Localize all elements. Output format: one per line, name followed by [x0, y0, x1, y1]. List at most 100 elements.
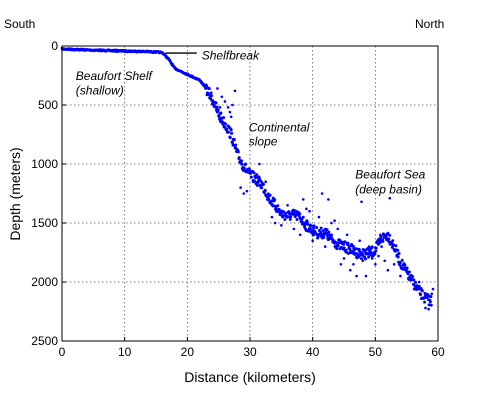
data-point	[363, 257, 367, 261]
data-point	[327, 230, 331, 234]
data-point	[370, 245, 374, 249]
data-point	[245, 189, 249, 193]
grid-layer	[62, 46, 438, 341]
data-point	[252, 171, 256, 175]
data-point	[295, 218, 299, 222]
data-point	[384, 234, 388, 238]
data-point	[220, 95, 224, 99]
data-point	[429, 295, 433, 299]
data-point	[322, 235, 326, 239]
data-point	[381, 239, 385, 243]
data-point	[319, 226, 323, 230]
data-point	[355, 274, 358, 278]
data-point	[255, 183, 259, 187]
data-point	[367, 245, 371, 248]
data-point	[240, 162, 244, 166]
data-point	[417, 284, 421, 288]
annotation-label: Shelfbreak	[202, 48, 260, 62]
data-point	[288, 217, 292, 221]
data-point	[333, 219, 336, 222]
data-point	[360, 200, 363, 204]
data-point	[398, 260, 402, 264]
data-point	[273, 221, 277, 225]
data-point	[431, 287, 435, 291]
data-point	[370, 257, 374, 260]
data-point	[228, 110, 232, 114]
data-point	[346, 241, 350, 245]
data-point	[204, 87, 208, 90]
data-point	[258, 162, 261, 166]
data-point	[214, 101, 218, 105]
data-point	[260, 186, 264, 190]
data-point	[420, 289, 424, 293]
y-tick-label: 2000	[31, 275, 58, 289]
data-point	[232, 138, 236, 142]
data-point	[211, 100, 215, 104]
data-point	[289, 215, 293, 219]
data-point	[388, 196, 392, 200]
data-point	[225, 127, 229, 131]
data-point	[216, 87, 219, 90]
x-tick-label: 20	[181, 345, 195, 359]
data-point	[429, 303, 433, 307]
data-point	[255, 173, 259, 177]
data-point	[315, 226, 319, 230]
y-axis-label: Depth (meters)	[7, 147, 23, 240]
data-point	[237, 156, 241, 160]
data-point	[276, 204, 280, 208]
data-point	[242, 192, 246, 195]
x-tick-label: 30	[243, 345, 257, 359]
data-point	[286, 204, 289, 207]
data-point	[325, 231, 329, 235]
data-point	[234, 143, 238, 147]
data-point	[229, 128, 233, 132]
x-tick-label: 10	[118, 345, 132, 359]
data-point	[229, 115, 233, 119]
data-point	[223, 122, 227, 126]
data-point	[306, 222, 310, 226]
data-point	[230, 131, 234, 135]
x-axis-label: Distance (kilometers)	[184, 369, 315, 385]
data-point	[330, 221, 333, 225]
data-point	[410, 274, 414, 278]
data-point	[394, 244, 398, 248]
x-tick-label: 50	[369, 345, 383, 359]
data-layer	[60, 46, 435, 311]
y-tick-label: 1000	[31, 157, 58, 171]
annotation-label: slope	[249, 135, 278, 149]
data-point	[218, 106, 222, 109]
data-point	[309, 224, 313, 228]
data-point	[227, 130, 231, 134]
data-point	[207, 87, 211, 91]
data-point	[367, 255, 371, 259]
data-point	[312, 224, 316, 228]
data-point	[215, 105, 219, 109]
data-point	[325, 228, 329, 232]
tick-layer: 0 10 20 30 40 50 60 0 500 1000 1500 2000 2500	[31, 39, 445, 359]
data-point	[251, 180, 255, 183]
data-point	[359, 257, 363, 261]
data-point	[342, 242, 346, 246]
data-point	[261, 182, 265, 186]
data-point	[369, 250, 373, 254]
data-point	[343, 240, 347, 244]
data-point	[427, 303, 431, 307]
data-point	[273, 198, 277, 202]
data-point	[292, 227, 296, 231]
data-point	[231, 141, 235, 145]
data-point	[305, 207, 308, 211]
annotation-label: (deep basin)	[355, 182, 422, 196]
data-point	[298, 233, 302, 237]
data-point	[284, 211, 288, 215]
data-point	[253, 176, 257, 180]
x-tick-label: 60	[431, 345, 445, 359]
data-point	[226, 106, 230, 109]
data-point	[364, 274, 368, 278]
data-point	[317, 215, 321, 219]
y-tick-label: 1500	[31, 216, 58, 230]
data-point	[219, 111, 223, 115]
data-point	[351, 244, 355, 248]
data-point	[358, 239, 361, 242]
data-point	[308, 227, 312, 231]
